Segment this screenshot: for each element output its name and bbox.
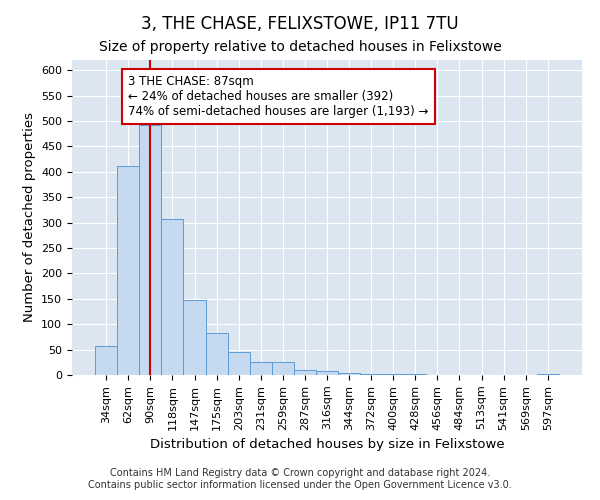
Bar bbox=[338, 374, 360, 375]
Bar bbox=[184, 300, 206, 375]
Y-axis label: Number of detached properties: Number of detached properties bbox=[23, 112, 35, 322]
Text: 3 THE CHASE: 87sqm
← 24% of detached houses are smaller (392)
74% of semi-detach: 3 THE CHASE: 87sqm ← 24% of detached hou… bbox=[128, 75, 428, 118]
Bar bbox=[250, 362, 272, 375]
Bar bbox=[316, 371, 338, 375]
X-axis label: Distribution of detached houses by size in Felixstowe: Distribution of detached houses by size … bbox=[149, 438, 505, 451]
Bar bbox=[161, 219, 184, 375]
Text: Contains HM Land Registry data © Crown copyright and database right 2024.
Contai: Contains HM Land Registry data © Crown c… bbox=[88, 468, 512, 490]
Bar bbox=[117, 166, 139, 375]
Bar bbox=[227, 352, 250, 375]
Bar bbox=[206, 334, 227, 375]
Bar bbox=[294, 370, 316, 375]
Bar bbox=[382, 374, 404, 375]
Bar bbox=[404, 374, 427, 375]
Bar bbox=[139, 124, 161, 375]
Bar bbox=[537, 374, 559, 375]
Bar bbox=[272, 362, 294, 375]
Text: Size of property relative to detached houses in Felixstowe: Size of property relative to detached ho… bbox=[98, 40, 502, 54]
Text: 3, THE CHASE, FELIXSTOWE, IP11 7TU: 3, THE CHASE, FELIXSTOWE, IP11 7TU bbox=[141, 15, 459, 33]
Bar bbox=[95, 346, 117, 375]
Bar bbox=[360, 374, 382, 375]
